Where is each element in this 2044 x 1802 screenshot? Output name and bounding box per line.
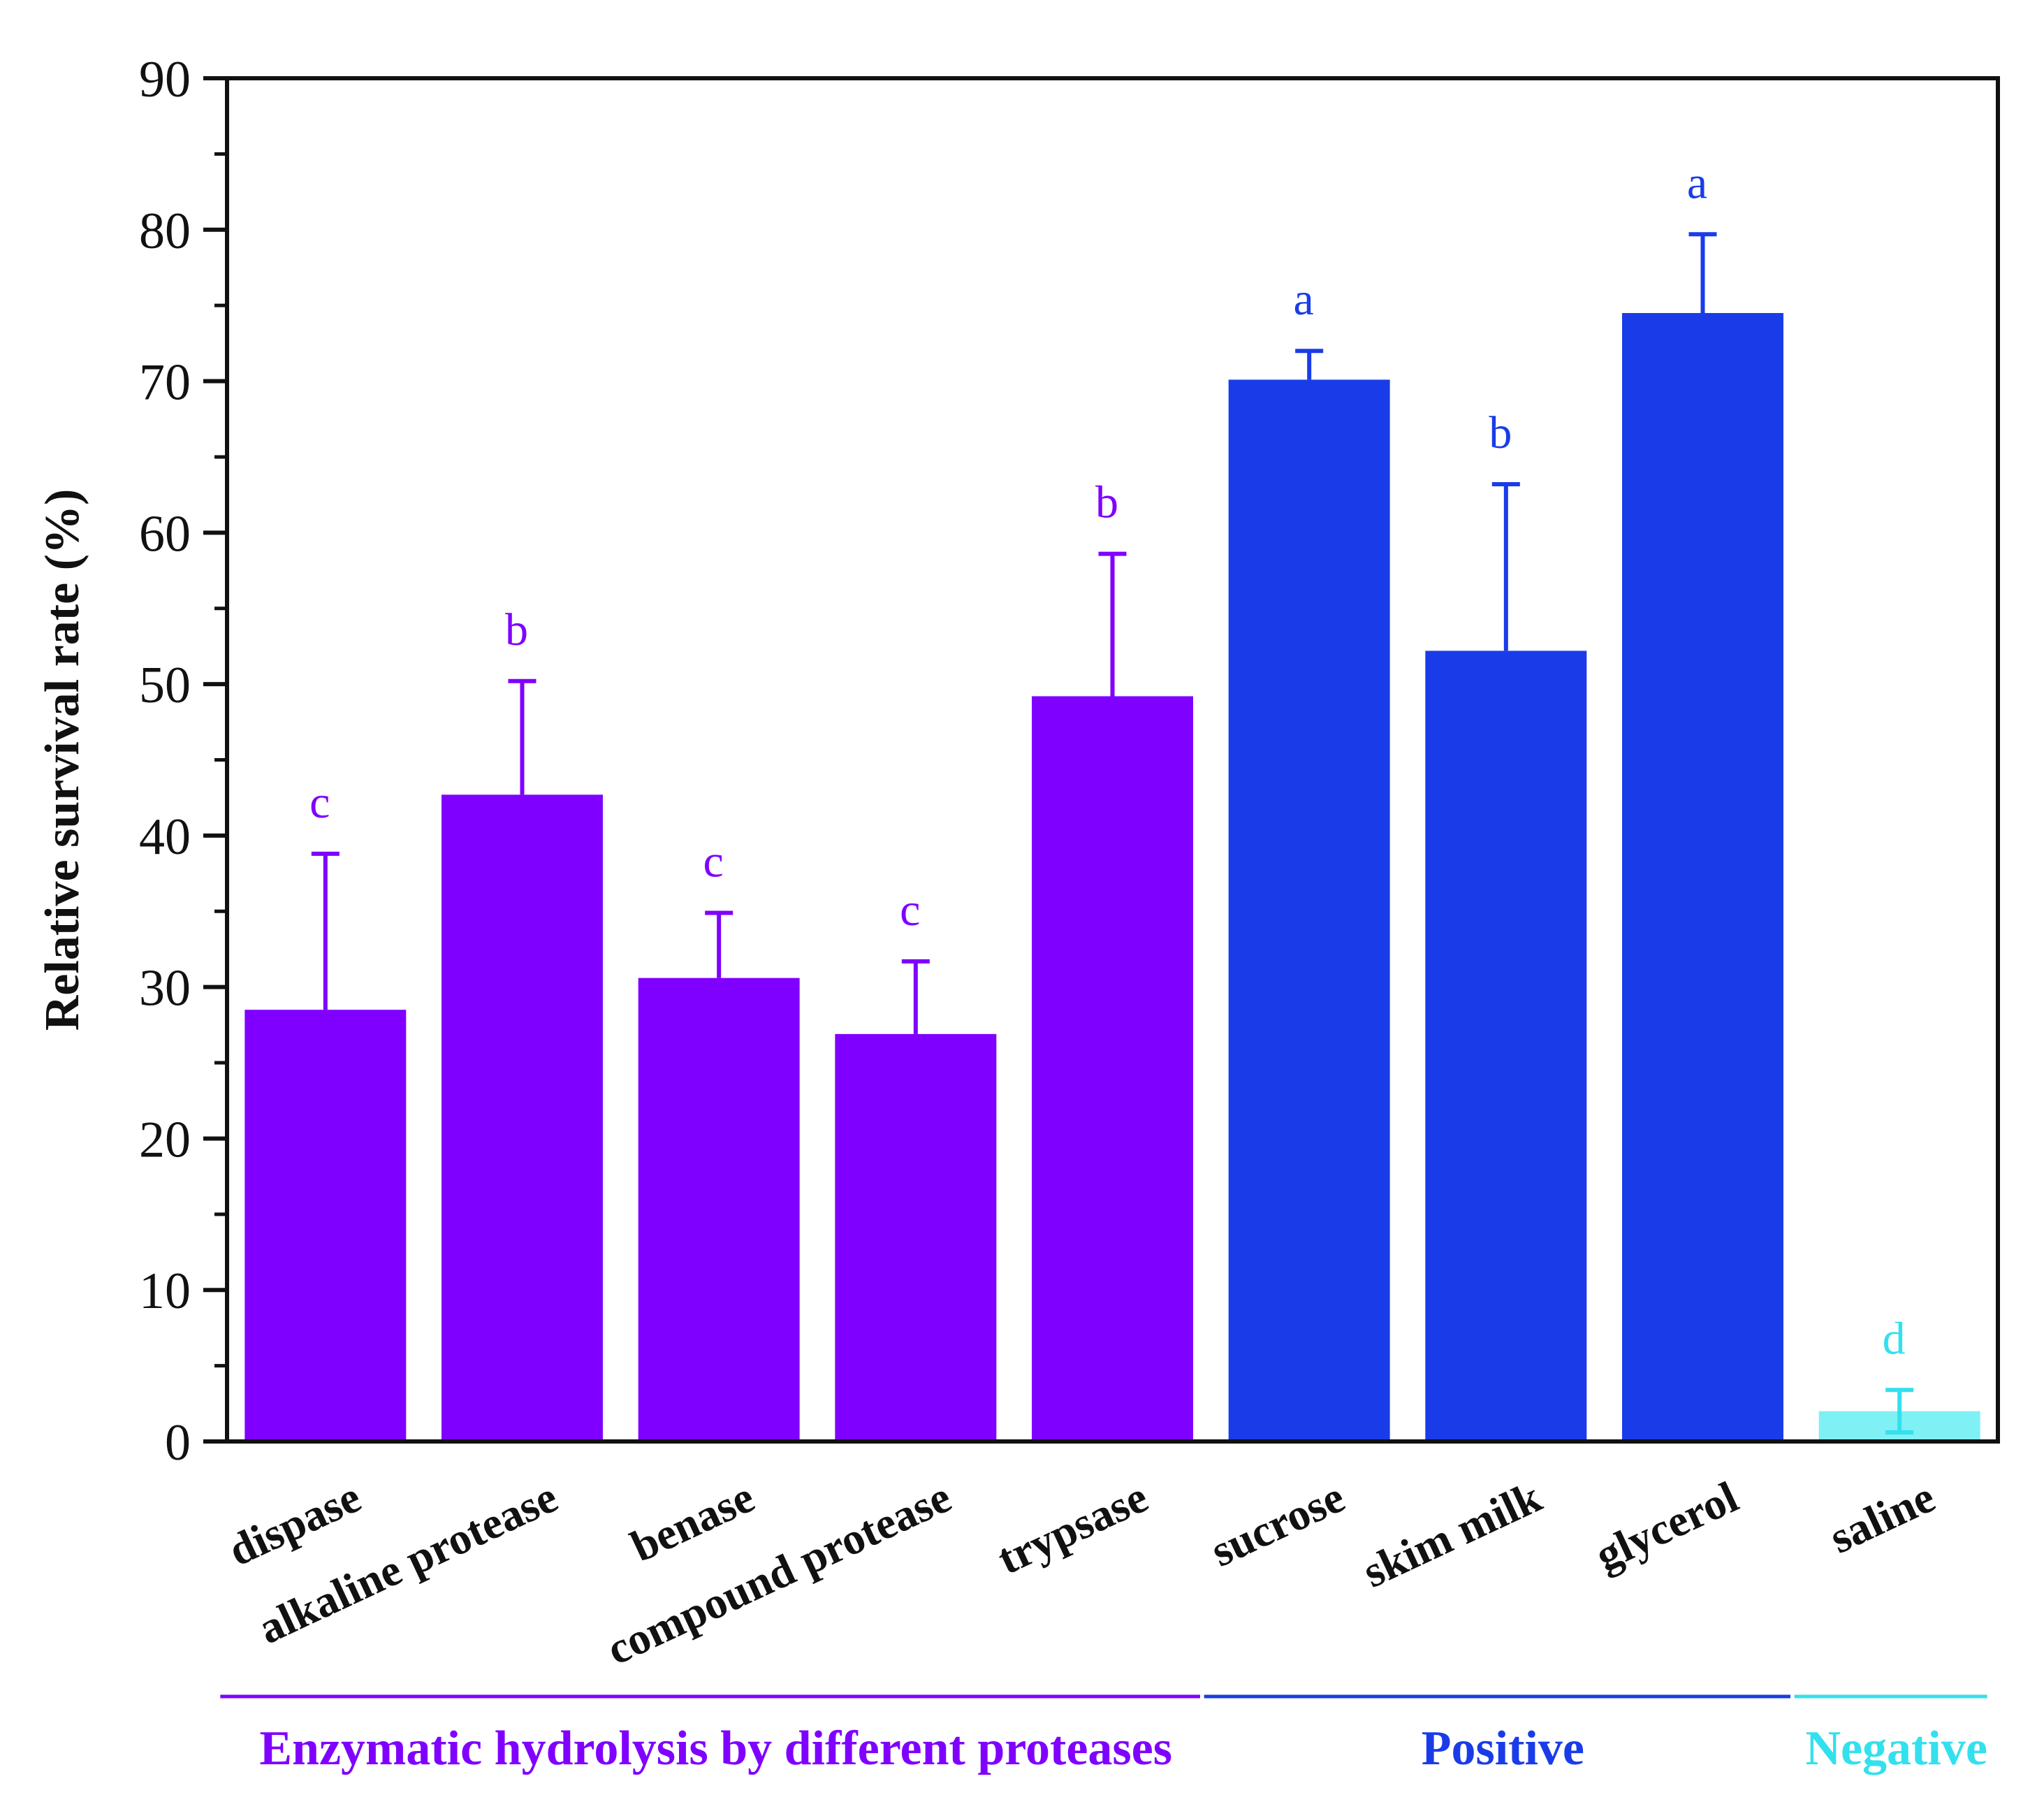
group-brackets: Enzymatic hydrolysis by different protea… (220, 1694, 1987, 1775)
y-tick-label-80: 80 (139, 203, 191, 260)
significance-label-2: c (703, 836, 724, 887)
y-tick-label-60: 60 (139, 505, 191, 562)
bar-5 (1228, 379, 1390, 1442)
y-tick-label-70: 70 (139, 354, 191, 412)
significance-label-4: b (1095, 477, 1118, 528)
significance-label-8: d (1883, 1313, 1906, 1364)
significance-label-3: c (900, 885, 920, 936)
group-label-0: Enzymatic hydrolysis by different protea… (259, 1722, 1172, 1775)
bar-2 (638, 978, 800, 1441)
significance-label-7: a (1687, 157, 1707, 208)
x-category-label-3: compound protease (599, 1472, 958, 1674)
significance-labels-layer: c b c c b a b a d (309, 157, 1905, 1364)
y-tick-label-90: 90 (139, 51, 191, 108)
bars-layer (244, 313, 1980, 1442)
y-axis-title: Relative survival rate (%) (36, 489, 89, 1031)
bar-0 (244, 1010, 407, 1441)
x-category-label-5: sucrose (1203, 1472, 1352, 1576)
bar-6 (1425, 651, 1587, 1442)
y-tick-label-10: 10 (139, 1263, 191, 1320)
significance-label-6: b (1489, 407, 1512, 458)
bar-1 (441, 794, 603, 1441)
x-category-label-7: glycerol (1588, 1472, 1745, 1580)
group-label-1: Positive (1422, 1722, 1584, 1775)
significance-label-1: b (505, 604, 528, 655)
bar-3 (835, 1033, 997, 1441)
y-tick-label-30: 30 (139, 960, 191, 1017)
error-bars-layer (311, 232, 1914, 1434)
y-axis: 0 10 20 30 40 50 60 70 80 90 (139, 51, 227, 1472)
x-category-label-6: skim milk (1355, 1472, 1549, 1597)
y-tick-label-0: 0 (165, 1414, 191, 1472)
x-category-label-0: dispase (221, 1472, 368, 1576)
group-label-2: Negative (1805, 1722, 1987, 1775)
x-category-label-8: saline (1822, 1472, 1942, 1562)
y-tick-label-20: 20 (139, 1111, 191, 1168)
bar-7 (1622, 313, 1783, 1441)
significance-label-5: a (1294, 274, 1314, 325)
y-tick-label-40: 40 (139, 808, 191, 866)
x-category-label-4: trypsase (990, 1472, 1155, 1584)
x-category-label-2: benase (623, 1472, 761, 1571)
y-tick-label-50: 50 (139, 657, 191, 714)
bar-4 (1032, 696, 1193, 1441)
significance-label-0: c (309, 777, 330, 828)
